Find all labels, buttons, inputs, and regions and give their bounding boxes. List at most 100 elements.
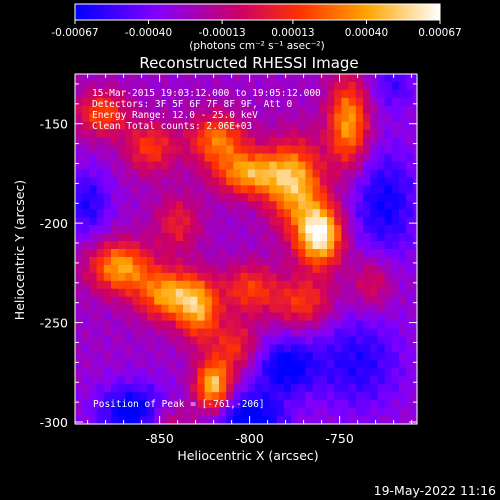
heatmap-cell <box>154 217 162 226</box>
heatmap-cell <box>291 177 299 186</box>
heatmap-cell <box>132 201 141 210</box>
heatmap-cell <box>355 328 364 338</box>
heatmap-cell <box>298 344 306 353</box>
heatmap-cell <box>370 408 378 417</box>
heatmap-cell <box>111 400 119 409</box>
heatmap-cell <box>355 241 364 250</box>
heatmap-cell <box>255 360 263 369</box>
colorbar-tick-label: -0.00067 <box>51 27 98 39</box>
heatmap-cell <box>211 408 220 417</box>
heatmap-cell <box>161 368 170 377</box>
heatmap-cell <box>276 272 285 282</box>
heatmap-cell <box>147 201 155 210</box>
heatmap-cell <box>125 225 134 234</box>
heatmap-cell <box>190 74 198 83</box>
heatmap-cell <box>291 280 299 290</box>
heatmap-cell <box>175 368 184 377</box>
heatmap-cell <box>183 129 191 139</box>
heatmap-cell <box>319 249 328 258</box>
heatmap-cell <box>118 416 126 425</box>
heatmap-cell <box>82 209 90 218</box>
heatmap-cell <box>262 336 270 346</box>
heatmap-cell <box>341 217 350 226</box>
heatmap-cell <box>111 137 119 147</box>
heatmap-cell <box>233 241 242 250</box>
heatmap-cell <box>154 256 162 266</box>
heatmap-cell <box>377 368 386 377</box>
heatmap-cell <box>291 97 299 107</box>
heatmap-cell <box>161 320 170 330</box>
heatmap-cell <box>247 392 256 401</box>
heatmap-cell <box>255 344 263 353</box>
heatmap-cell <box>319 360 328 369</box>
heatmap-cell <box>168 193 177 202</box>
heatmap-cell <box>399 145 407 155</box>
heatmap-cell <box>262 416 270 425</box>
heatmap-cell <box>298 233 306 242</box>
heatmap-cell <box>139 392 148 401</box>
heatmap-cell <box>233 145 242 155</box>
heatmap-cell <box>413 217 418 226</box>
annotation-block: 15-Mar-2015 19:03:12.000 to 19:05:12.000… <box>92 88 321 132</box>
heatmap-cell <box>341 400 350 409</box>
heatmap-cell <box>305 312 314 322</box>
heatmap-cell <box>139 249 148 258</box>
heatmap-cell <box>161 416 170 425</box>
heatmap-cell <box>168 384 177 393</box>
heatmap-cell <box>384 408 393 417</box>
heatmap-cell <box>82 376 90 385</box>
heatmap-cell <box>111 161 119 171</box>
heatmap-cell <box>204 177 213 186</box>
heatmap-cell <box>240 113 249 123</box>
heatmap-cell <box>175 416 184 425</box>
heatmap-cell <box>269 145 278 155</box>
heatmap-cell <box>125 264 134 274</box>
heatmap-cell <box>298 129 306 139</box>
heatmap-cell <box>291 233 299 242</box>
heatmap-cell <box>406 225 414 234</box>
heatmap-cell <box>276 336 285 346</box>
heatmap-cell <box>168 97 177 107</box>
heatmap-cell <box>406 169 414 178</box>
heatmap-cell <box>370 161 378 171</box>
heatmap-cell <box>312 225 321 234</box>
heatmap-cell <box>154 201 162 210</box>
heatmap-cell <box>161 376 170 385</box>
heatmap-cell <box>233 360 242 369</box>
heatmap-cell <box>283 328 292 338</box>
heatmap-cell <box>377 408 386 417</box>
heatmap-cell <box>175 280 184 290</box>
heatmap-cell <box>219 272 227 282</box>
heatmap-cell <box>283 177 292 186</box>
heatmap-cell <box>406 400 414 409</box>
heatmap-cell <box>298 256 306 266</box>
heatmap-cell <box>413 225 418 234</box>
heatmap-cell <box>377 185 386 194</box>
heatmap-cell <box>132 153 141 163</box>
heatmap-cell <box>384 113 393 123</box>
heatmap-cell <box>327 360 335 369</box>
heatmap-cell <box>247 225 256 234</box>
heatmap-cell <box>132 328 141 338</box>
heatmap-cell <box>305 105 314 115</box>
heatmap-cell <box>168 89 177 99</box>
heatmap-cell <box>118 225 126 234</box>
heatmap-cell <box>82 312 90 322</box>
heatmap-cell <box>139 256 148 266</box>
heatmap-cell <box>298 201 306 210</box>
heatmap-cell <box>399 89 407 99</box>
heatmap-cell <box>291 81 299 91</box>
heatmap-cell <box>139 384 148 393</box>
heatmap-cell <box>298 225 306 234</box>
heatmap-cell <box>377 89 386 99</box>
heatmap-cell <box>183 256 191 266</box>
heatmap-cell <box>226 296 234 306</box>
heatmap-cell <box>370 392 378 401</box>
heatmap-cell <box>168 352 177 361</box>
heatmap-cell <box>197 264 206 274</box>
heatmap-cell <box>327 264 335 274</box>
heatmap-cell <box>327 169 335 178</box>
heatmap-cell <box>190 288 198 298</box>
heatmap-cell <box>204 89 213 99</box>
heatmap-cell <box>348 384 357 393</box>
